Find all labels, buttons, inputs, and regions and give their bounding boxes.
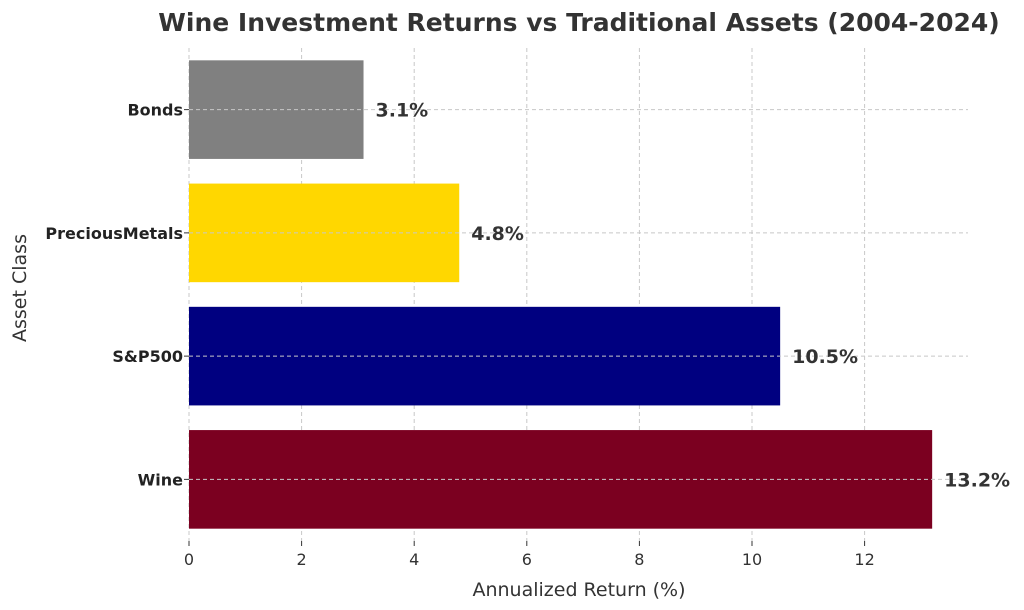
x-tick-label: 0 [184,550,194,569]
bar-value-label: 3.1% [376,100,429,122]
x-tick-label: 12 [854,550,874,569]
x-tick-label: 8 [634,550,644,569]
x-tick-label: 10 [742,550,762,569]
y-axis-label: Asset Class [9,234,31,342]
category-label: Bonds [127,101,183,120]
x-axis-label: Annualized Return (%) [472,579,685,601]
category-label: PreciousMetals [45,224,183,243]
bar-value-label: 10.5% [792,346,858,368]
x-tick-label: 4 [409,550,419,569]
category-label: S&P500 [112,347,183,366]
bars [189,60,933,529]
x-tick-label: 2 [297,550,307,569]
bar-value-label: 4.8% [471,223,524,245]
x-tick-label: 6 [522,550,532,569]
bar-value-label: 13.2% [944,469,1010,491]
x-ticks: 0 2 4 6 8 10 12 [184,541,875,569]
grid [188,48,866,541]
y-ticks: Wine S&P500 PreciousMetals Bonds [45,101,189,489]
chart-title: Wine Investment Returns vs Traditional A… [158,8,999,37]
category-label: Wine [138,470,184,489]
data-labels: 13.2% 10.5% 4.8% 3.1% [189,100,1010,491]
